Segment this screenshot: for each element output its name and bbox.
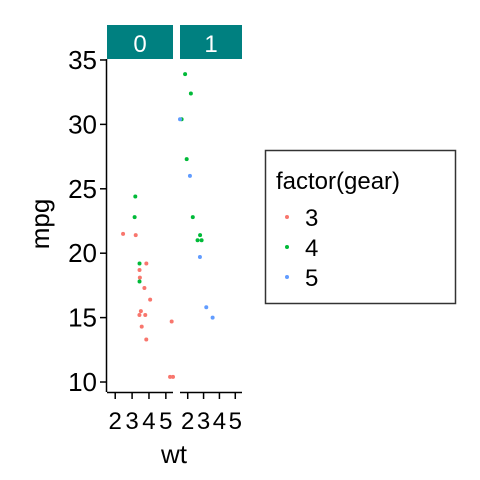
data-point-gear-3 (137, 275, 142, 280)
data-point-gear-3 (148, 297, 153, 302)
data-point-gear-4 (198, 233, 203, 238)
data-point-gear-3 (169, 319, 174, 324)
legend-label-gear-5: 5 (305, 265, 318, 292)
facet-strip-1-label: 1 (204, 31, 217, 58)
facet-strip-0-label: 0 (133, 31, 146, 58)
facet-strip-1-bg (180, 25, 242, 59)
data-point-gear-5 (187, 173, 192, 178)
data-point-gear-3 (139, 324, 144, 329)
legend-box (264, 149, 457, 305)
x-tick-label: 3 (125, 408, 138, 435)
data-point-gear-3 (138, 309, 143, 314)
data-point-gear-3 (137, 313, 142, 318)
facet-strip-0: 0 (107, 25, 173, 59)
y-tick-label: 30 (68, 109, 97, 139)
x-tick-label: 2 (109, 408, 122, 435)
y-axis: 10 15 20 25 30 35 (68, 45, 108, 397)
data-point-gear-5 (204, 305, 209, 310)
x-tick-label: 4 (142, 408, 155, 435)
data-point-gear-5 (197, 255, 202, 260)
data-point-gear-4 (133, 194, 138, 199)
x-tick-label: 3 (197, 408, 210, 435)
data-point-gear-5 (178, 117, 182, 122)
legend-key-gear-3 (285, 215, 289, 219)
x-axis-title: wt (160, 439, 188, 469)
y-tick-label: 35 (68, 45, 97, 75)
data-point-gear-4 (190, 215, 195, 220)
data-point-gear-4 (137, 261, 142, 266)
facet-strip-0-bg (107, 25, 173, 59)
legend-label-gear-4: 4 (305, 235, 318, 262)
x-tick-label: 2 (181, 408, 194, 435)
data-point-gear-4 (184, 157, 189, 162)
data-point-gear-3 (144, 261, 149, 266)
data-point-gear-3 (142, 285, 147, 290)
data-point-gear-3 (171, 374, 175, 379)
data-point-gear-4 (132, 215, 137, 220)
y-tick-label: 10 (68, 367, 97, 397)
data-point-gear-4 (188, 91, 193, 96)
legend-title: factor(gear) (276, 168, 400, 195)
data-point-gear-3 (133, 233, 138, 238)
legend-key-gear-5 (285, 275, 289, 279)
facet-strip-1: 1 (180, 25, 242, 59)
x-tick-label: 5 (159, 408, 172, 435)
data-point-gear-4 (183, 72, 188, 77)
x-tick-label: 4 (213, 408, 226, 435)
data-point-gear-5 (210, 315, 215, 320)
legend: factor(gear) 3 4 5 (264, 149, 457, 305)
y-axis-title: mpg (25, 199, 55, 250)
data-point-gear-4 (195, 238, 200, 243)
data-point-gear-4 (199, 238, 204, 243)
y-tick-label: 25 (68, 174, 97, 204)
legend-key-gear-4 (285, 245, 289, 249)
legend-label-gear-3: 3 (305, 205, 318, 232)
data-point-gear-3 (121, 231, 126, 236)
data-point-gear-3 (143, 313, 148, 318)
x-tick-label: 5 (229, 408, 242, 435)
data-point-gear-3 (168, 374, 173, 379)
y-tick-label: 15 (68, 303, 97, 333)
data-point-gear-4 (137, 279, 142, 284)
data-point-gear-3 (144, 337, 149, 342)
data-point-gear-3 (137, 267, 142, 272)
y-tick-label: 20 (68, 238, 97, 268)
